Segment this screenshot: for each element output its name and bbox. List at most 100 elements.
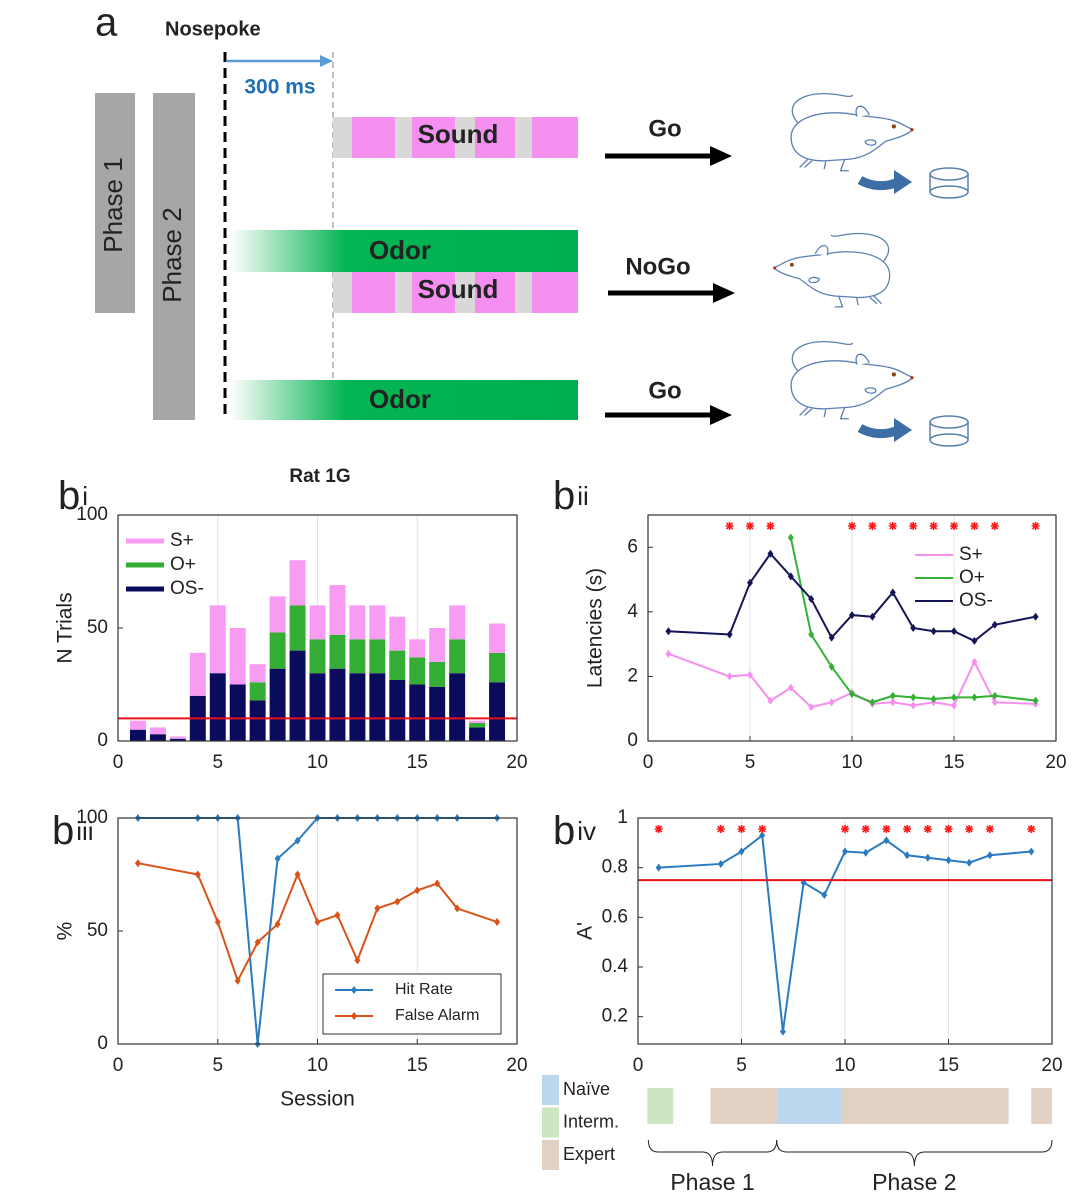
- legend-label: O+: [170, 554, 196, 575]
- y-tick-label: 2: [627, 665, 638, 686]
- phase-bracket: [776, 1139, 1053, 1167]
- y-tick-label: 4: [627, 601, 638, 622]
- significance-star: [985, 825, 994, 833]
- bar-segment: [489, 682, 506, 741]
- bar-segment: [369, 639, 386, 674]
- bar-segment: [209, 673, 226, 741]
- bar-segment: [409, 657, 426, 685]
- y-tick-label: 100: [76, 504, 108, 525]
- bar-segment: [389, 679, 406, 741]
- odor-bar: [230, 230, 578, 272]
- bar-segment: [149, 727, 166, 735]
- point-marker: [842, 847, 848, 856]
- legend-label: S+: [170, 530, 194, 551]
- point-marker: [1032, 612, 1039, 621]
- panel-label: a: [95, 1, 118, 45]
- point-marker: [849, 611, 855, 620]
- bar-segment: [249, 664, 266, 683]
- point-marker: [274, 854, 281, 863]
- stimulus-label: Sound: [418, 274, 499, 304]
- point-marker: [665, 627, 672, 636]
- rat-nogo: [772, 232, 891, 308]
- point-marker: [930, 627, 937, 636]
- y-tick-label: 6: [627, 536, 638, 557]
- legend-label: O+: [959, 567, 985, 588]
- state-label: Expert: [563, 1144, 615, 1164]
- y-axis-label: N Trials: [54, 592, 77, 663]
- phase-bracket: [647, 1139, 778, 1167]
- point-marker: [808, 703, 815, 712]
- point-marker: [294, 836, 301, 845]
- significance-star: [654, 825, 663, 833]
- bar-segment: [469, 722, 486, 728]
- significance-star: [746, 522, 754, 530]
- bar-segment: [289, 605, 306, 651]
- x-tick-label: 10: [841, 752, 862, 773]
- point-marker: [1028, 847, 1035, 856]
- bar-segment: [269, 596, 286, 633]
- point-marker: [294, 870, 301, 879]
- x-tick-label: 5: [212, 752, 223, 773]
- panel-label: biv: [553, 809, 596, 853]
- axes-frame: [637, 817, 1053, 1045]
- point-marker: [354, 956, 361, 965]
- legend-label: Hit Rate: [395, 981, 453, 998]
- bar-segment: [449, 605, 466, 640]
- x-tick-label: 10: [307, 1055, 328, 1076]
- point-marker: [787, 683, 794, 692]
- bar-segment: [469, 720, 486, 723]
- significance-star: [758, 825, 767, 833]
- x-tick-label: 15: [943, 752, 964, 773]
- point-marker: [869, 698, 876, 707]
- point-marker: [374, 904, 381, 913]
- bar-segment: [129, 729, 146, 741]
- bar-segment: [489, 623, 506, 653]
- significance-star: [950, 522, 958, 530]
- phase-block: [95, 93, 135, 313]
- bar-segment: [429, 686, 446, 741]
- point-marker: [910, 701, 917, 710]
- point-marker: [314, 917, 321, 926]
- panel-index: ii: [577, 481, 589, 511]
- point-marker: [759, 831, 766, 840]
- point-marker: [971, 636, 978, 645]
- odor-bar: [230, 380, 578, 420]
- bar-segment: [249, 700, 266, 741]
- significance-star: [868, 522, 877, 530]
- point-marker: [767, 549, 774, 558]
- bar-segment: [449, 673, 466, 741]
- y-tick-label: 0: [627, 730, 638, 751]
- bar-segment: [429, 661, 446, 687]
- point-marker: [194, 870, 201, 879]
- point-marker: [971, 693, 978, 702]
- point-marker: [966, 858, 973, 867]
- significance-star: [965, 825, 974, 833]
- phase-label: Phase 1: [98, 157, 128, 252]
- reward-cup: [860, 168, 968, 198]
- bar-segment: [369, 605, 386, 640]
- legend-label: False Alarm: [395, 1007, 479, 1024]
- response-label: NoGo: [625, 253, 690, 280]
- significance-star: [888, 522, 897, 530]
- point-marker: [821, 890, 828, 899]
- point-marker: [214, 917, 221, 926]
- panel-label: bii: [553, 474, 589, 518]
- y-tick-label: 50: [87, 920, 108, 941]
- point-marker: [889, 588, 896, 597]
- bar-segment: [289, 560, 306, 606]
- x-tick-label: 20: [506, 752, 527, 773]
- significance-star: [766, 522, 775, 530]
- x-tick-label: 20: [506, 1055, 527, 1076]
- x-tick-label: 0: [633, 1055, 644, 1076]
- point-marker: [924, 853, 931, 862]
- point-marker: [767, 696, 774, 705]
- phase-block: [153, 93, 195, 420]
- bar-segment: [189, 652, 206, 696]
- bar-segment: [269, 668, 286, 741]
- rat-go: [790, 92, 915, 172]
- point-marker: [717, 859, 724, 868]
- bar-segment: [209, 605, 226, 674]
- x-tick-label: 0: [113, 752, 124, 773]
- phase-label: Phase 1: [670, 1169, 754, 1195]
- point-marker: [986, 851, 993, 860]
